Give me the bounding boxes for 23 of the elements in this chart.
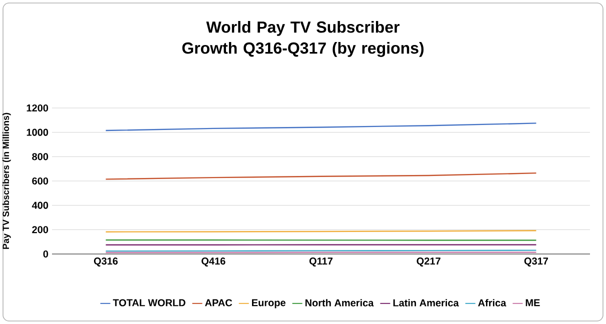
- x-tick-label: Q317: [524, 258, 548, 266]
- line-series: [105, 122, 537, 132]
- legend-label: North America: [305, 299, 374, 306]
- y-tick-label: 400: [32, 202, 48, 209]
- y-tick-label: 200: [32, 226, 48, 234]
- x-tick-label: Q316: [94, 258, 118, 266]
- legend-label: ME: [526, 299, 540, 306]
- chart-title: World Pay TV Subscriber Growth Q316-Q317 (by regions): [182, 21, 424, 57]
- y-tick-label: 800: [32, 153, 48, 160]
- legend-label: TOTAL WORLD: [112, 299, 186, 306]
- y-tick-label: 600: [32, 177, 48, 185]
- x-tick-label: Q217: [416, 258, 440, 266]
- y-axis-title: Pay TV Subscribers (in Millions): [2, 112, 11, 249]
- legend-label: Europe: [252, 299, 286, 308]
- legend-label: APAC: [205, 299, 232, 306]
- legend-label: Latin America: [393, 299, 459, 306]
- legend-label: Africa: [478, 299, 506, 306]
- x-tick-label: Q416: [202, 258, 226, 266]
- x-tick-label: Q117: [309, 258, 333, 266]
- y-tick-label: 1000: [26, 128, 48, 136]
- y-tick-label: 0: [43, 250, 48, 258]
- y-tick-label: 1200: [26, 104, 48, 112]
- line-series: [105, 172, 537, 180]
